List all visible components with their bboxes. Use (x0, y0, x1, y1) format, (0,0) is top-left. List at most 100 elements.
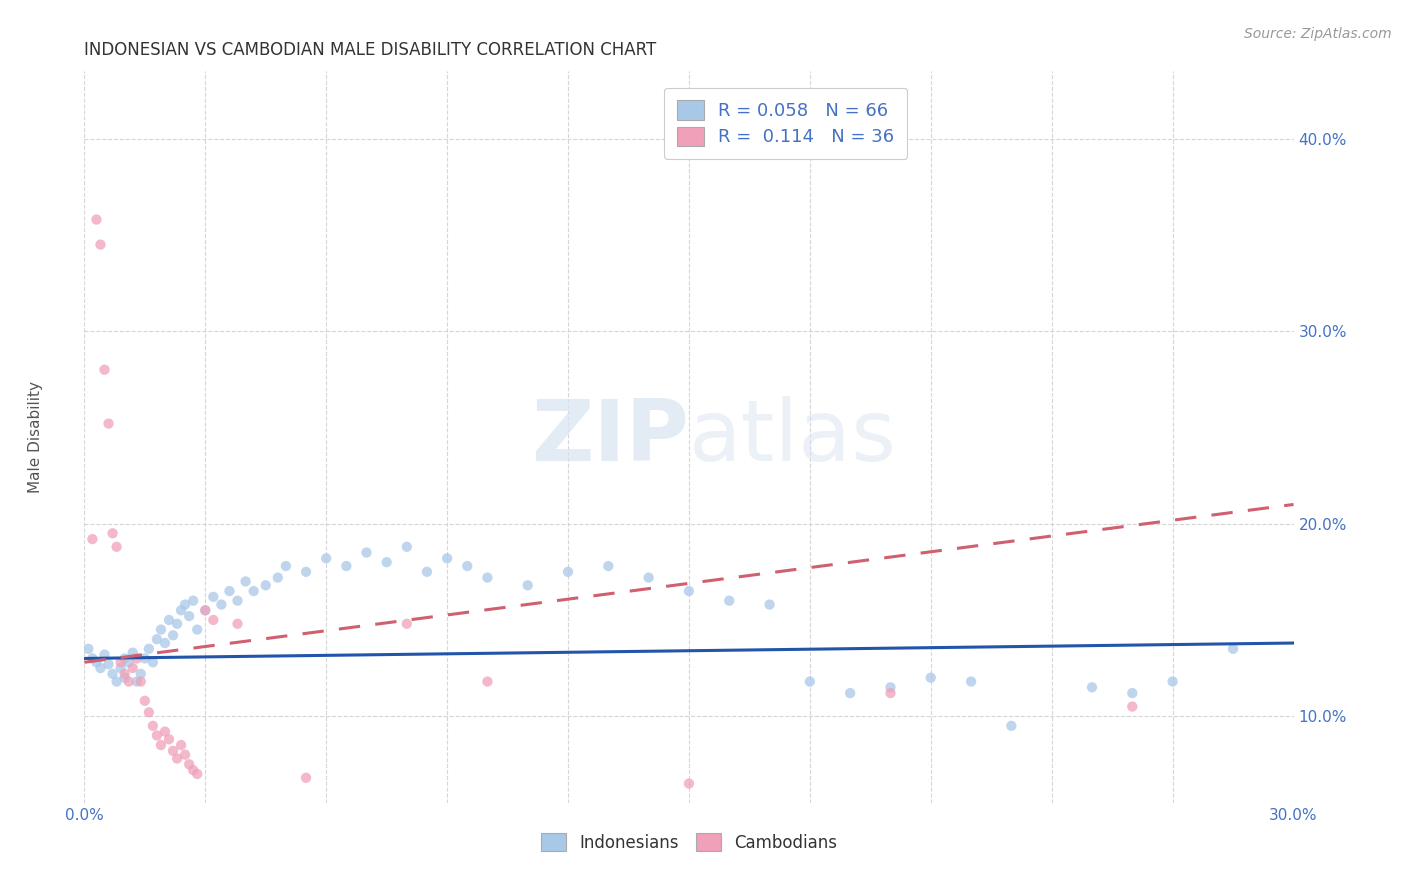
Point (678, 776, 700, 790)
Point (118, 655, 141, 669)
Point (186, 623, 208, 637)
Legend: Indonesians, Cambodians: Indonesians, Cambodians (533, 825, 845, 860)
Point (274, 559, 297, 574)
Point (170, 603, 193, 617)
Point (82, 532, 104, 546)
Point (162, 628, 184, 642)
Point (110, 661, 132, 675)
Point (138, 641, 160, 656)
Point (181, 763, 204, 777)
Point (209, 598, 232, 612)
Point (436, 551, 458, 566)
Point (678, 584, 700, 599)
Point (101, 526, 124, 541)
Point (121, 661, 143, 675)
Point (516, 578, 538, 592)
Point (114, 666, 136, 681)
Point (89, 237, 111, 252)
Point (97, 417, 120, 431)
Point (114, 651, 136, 665)
Point (416, 565, 439, 579)
Point (598, 559, 620, 574)
Point (179, 609, 201, 624)
Point (799, 674, 821, 689)
Point (149, 623, 172, 637)
Text: ZIP: ZIP (531, 395, 689, 479)
Text: Source: ZipAtlas.com: Source: ZipAtlas.com (1244, 27, 1392, 41)
Point (226, 593, 249, 607)
Point (295, 565, 318, 579)
Point (1121, 686, 1143, 700)
Point (242, 584, 264, 599)
Point (101, 666, 124, 681)
Point (295, 771, 318, 785)
Point (125, 674, 148, 689)
Point (186, 767, 208, 781)
Point (134, 651, 156, 665)
Point (77, 641, 100, 656)
Text: atlas: atlas (689, 395, 897, 479)
Point (1121, 699, 1143, 714)
Text: INDONESIAN VS CAMBODIAN MALE DISABILITY CORRELATION CHART: INDONESIAN VS CAMBODIAN MALE DISABILITY … (84, 41, 657, 59)
Point (134, 694, 156, 708)
Point (1222, 641, 1244, 656)
Point (86, 212, 108, 227)
Point (194, 603, 217, 617)
Point (1161, 674, 1184, 689)
Point (194, 603, 217, 617)
Point (235, 574, 257, 589)
Point (218, 584, 240, 599)
Point (93, 362, 115, 376)
Point (557, 565, 579, 579)
Point (315, 551, 337, 566)
Point (166, 751, 188, 765)
Point (146, 728, 169, 742)
Point (375, 555, 398, 569)
Point (93, 648, 115, 662)
Point (179, 757, 201, 772)
Point (839, 686, 862, 700)
Point (142, 655, 165, 669)
Point (356, 545, 378, 559)
Point (202, 590, 225, 604)
Point (153, 724, 176, 739)
Point (174, 598, 197, 612)
Point (129, 666, 152, 681)
Point (105, 540, 128, 554)
Point (879, 686, 901, 700)
Point (89, 661, 111, 675)
Point (82, 651, 104, 665)
Point (153, 636, 176, 650)
Point (97, 657, 120, 672)
Point (1000, 719, 1022, 733)
Point (960, 674, 983, 689)
Point (129, 674, 152, 689)
Point (181, 593, 204, 607)
Point (86, 655, 108, 669)
Point (138, 706, 160, 720)
Point (456, 559, 478, 574)
Point (395, 540, 418, 554)
Point (166, 616, 188, 631)
Point (125, 651, 148, 665)
Point (477, 571, 499, 585)
Point (118, 674, 141, 689)
Point (162, 744, 184, 758)
Point (149, 738, 172, 752)
Point (254, 578, 277, 592)
Point (1081, 681, 1104, 695)
Point (170, 738, 193, 752)
Point (395, 616, 418, 631)
Point (157, 613, 180, 627)
Point (267, 571, 290, 585)
Point (121, 646, 143, 660)
Point (146, 632, 169, 647)
Point (637, 571, 659, 585)
Point (174, 747, 197, 762)
Point (157, 732, 180, 747)
Point (758, 598, 780, 612)
Point (226, 616, 249, 631)
Point (718, 593, 741, 607)
Point (105, 674, 128, 689)
Point (142, 719, 165, 733)
